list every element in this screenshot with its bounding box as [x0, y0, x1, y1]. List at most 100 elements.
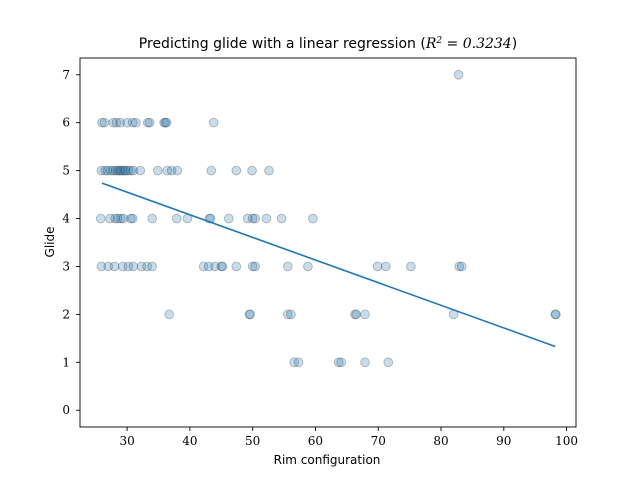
x-tick-label-80: 80	[433, 434, 448, 448]
data-point-13	[161, 117, 172, 128]
data-point-63	[123, 261, 134, 272]
y-tick-label-1: 1	[62, 355, 70, 369]
regression-line-layer	[101, 182, 556, 348]
data-point-29	[128, 165, 139, 176]
title-r-exponent: 2	[435, 36, 442, 46]
data-point-98	[360, 357, 370, 368]
y-tick-label-2: 2	[62, 307, 70, 321]
data-point-27	[123, 165, 134, 176]
data-point-71	[216, 261, 227, 272]
data-point-30	[135, 165, 146, 176]
data-point-21	[112, 165, 123, 176]
data-point-87	[286, 309, 296, 320]
data-point-11	[159, 117, 169, 128]
data-point-31	[153, 165, 163, 176]
data-point-34	[172, 165, 183, 176]
y-tick-label-3: 3	[62, 259, 70, 273]
data-point-33	[166, 165, 177, 176]
data-point-18	[105, 165, 116, 176]
data-point-92	[550, 309, 561, 320]
data-point-54	[247, 213, 258, 224]
data-point-41	[110, 213, 121, 224]
data-point-83	[164, 309, 175, 320]
x-tick-label-60: 60	[308, 434, 323, 448]
data-point-89	[351, 309, 362, 320]
x-tick-label-70: 70	[371, 434, 386, 448]
data-point-70	[210, 261, 220, 272]
data-point-19	[108, 165, 119, 176]
data-point-74	[247, 261, 258, 272]
data-point-77	[303, 261, 313, 272]
data-point-78	[372, 261, 383, 272]
data-point-12	[160, 117, 171, 128]
data-point-6	[122, 117, 132, 128]
data-point-99	[383, 357, 394, 368]
y-tick-label-4: 4	[62, 212, 70, 226]
data-point-46	[127, 213, 138, 224]
data-point-94	[289, 357, 299, 368]
data-point-45	[126, 213, 136, 224]
data-point-7	[127, 117, 138, 128]
data-point-15	[96, 165, 107, 176]
data-point-23	[115, 165, 126, 176]
data-point-10	[144, 117, 155, 128]
data-point-36	[231, 165, 242, 176]
x-tick-label-40: 40	[182, 434, 197, 448]
data-point-84	[244, 309, 255, 320]
data-point-79	[380, 261, 391, 272]
data-point-67	[147, 261, 158, 272]
data-point-26	[120, 165, 131, 176]
y-tick-label-5: 5	[62, 164, 70, 178]
data-point-16	[100, 165, 110, 176]
data-point-90	[360, 309, 370, 320]
data-point-64	[128, 261, 139, 272]
data-point-57	[276, 213, 287, 224]
y-tick-label-0: 0	[62, 403, 70, 417]
data-point-3	[108, 117, 119, 128]
data-point-17	[102, 165, 113, 176]
chart-title: Predicting glide with a linear regressio…	[139, 36, 517, 52]
data-point-9	[142, 117, 153, 128]
data-point-4	[111, 117, 122, 128]
x-ticks-layer: 30 40 50 60 70 80 90 100	[119, 427, 578, 448]
data-point-82	[456, 261, 467, 272]
data-point-59	[96, 261, 107, 272]
data-point-72	[217, 261, 228, 272]
y-tick-label-6: 6	[62, 116, 70, 130]
data-point-80	[406, 261, 416, 272]
data-point-52	[223, 213, 234, 224]
data-point-62	[117, 261, 128, 272]
data-point-38	[264, 165, 274, 176]
title-prefix: Predicting glide with a linear regressio…	[139, 36, 426, 52]
data-point-39	[95, 213, 106, 224]
data-point-14	[208, 117, 219, 128]
data-point-61	[109, 261, 120, 272]
data-point-47	[147, 213, 158, 224]
data-point-93	[551, 309, 561, 320]
x-tick-label-100: 100	[555, 434, 578, 448]
data-point-28	[126, 165, 136, 176]
regression-line	[101, 182, 556, 348]
y-axis-label: Glide	[43, 227, 57, 258]
data-point-56	[261, 213, 272, 224]
data-point-88	[350, 309, 360, 320]
data-point-68	[198, 261, 209, 272]
y-ticks-layer: 0 1 2 3 4 5 6 7	[62, 68, 80, 417]
data-point-22	[114, 165, 125, 176]
data-point-40	[105, 213, 115, 224]
data-point-42	[112, 213, 123, 224]
data-point-97	[336, 357, 347, 368]
data-point-95	[293, 357, 304, 368]
data-point-2	[99, 117, 110, 128]
data-point-66	[142, 261, 153, 272]
data-point-75	[250, 261, 261, 272]
data-point-20	[110, 165, 121, 176]
data-point-53	[242, 213, 253, 224]
data-point-69	[203, 261, 214, 272]
data-point-1	[97, 117, 107, 128]
x-tick-label-50: 50	[245, 434, 260, 448]
plot-frame	[79, 57, 577, 428]
data-point-96	[333, 357, 344, 368]
x-tick-label-30: 30	[119, 434, 134, 448]
